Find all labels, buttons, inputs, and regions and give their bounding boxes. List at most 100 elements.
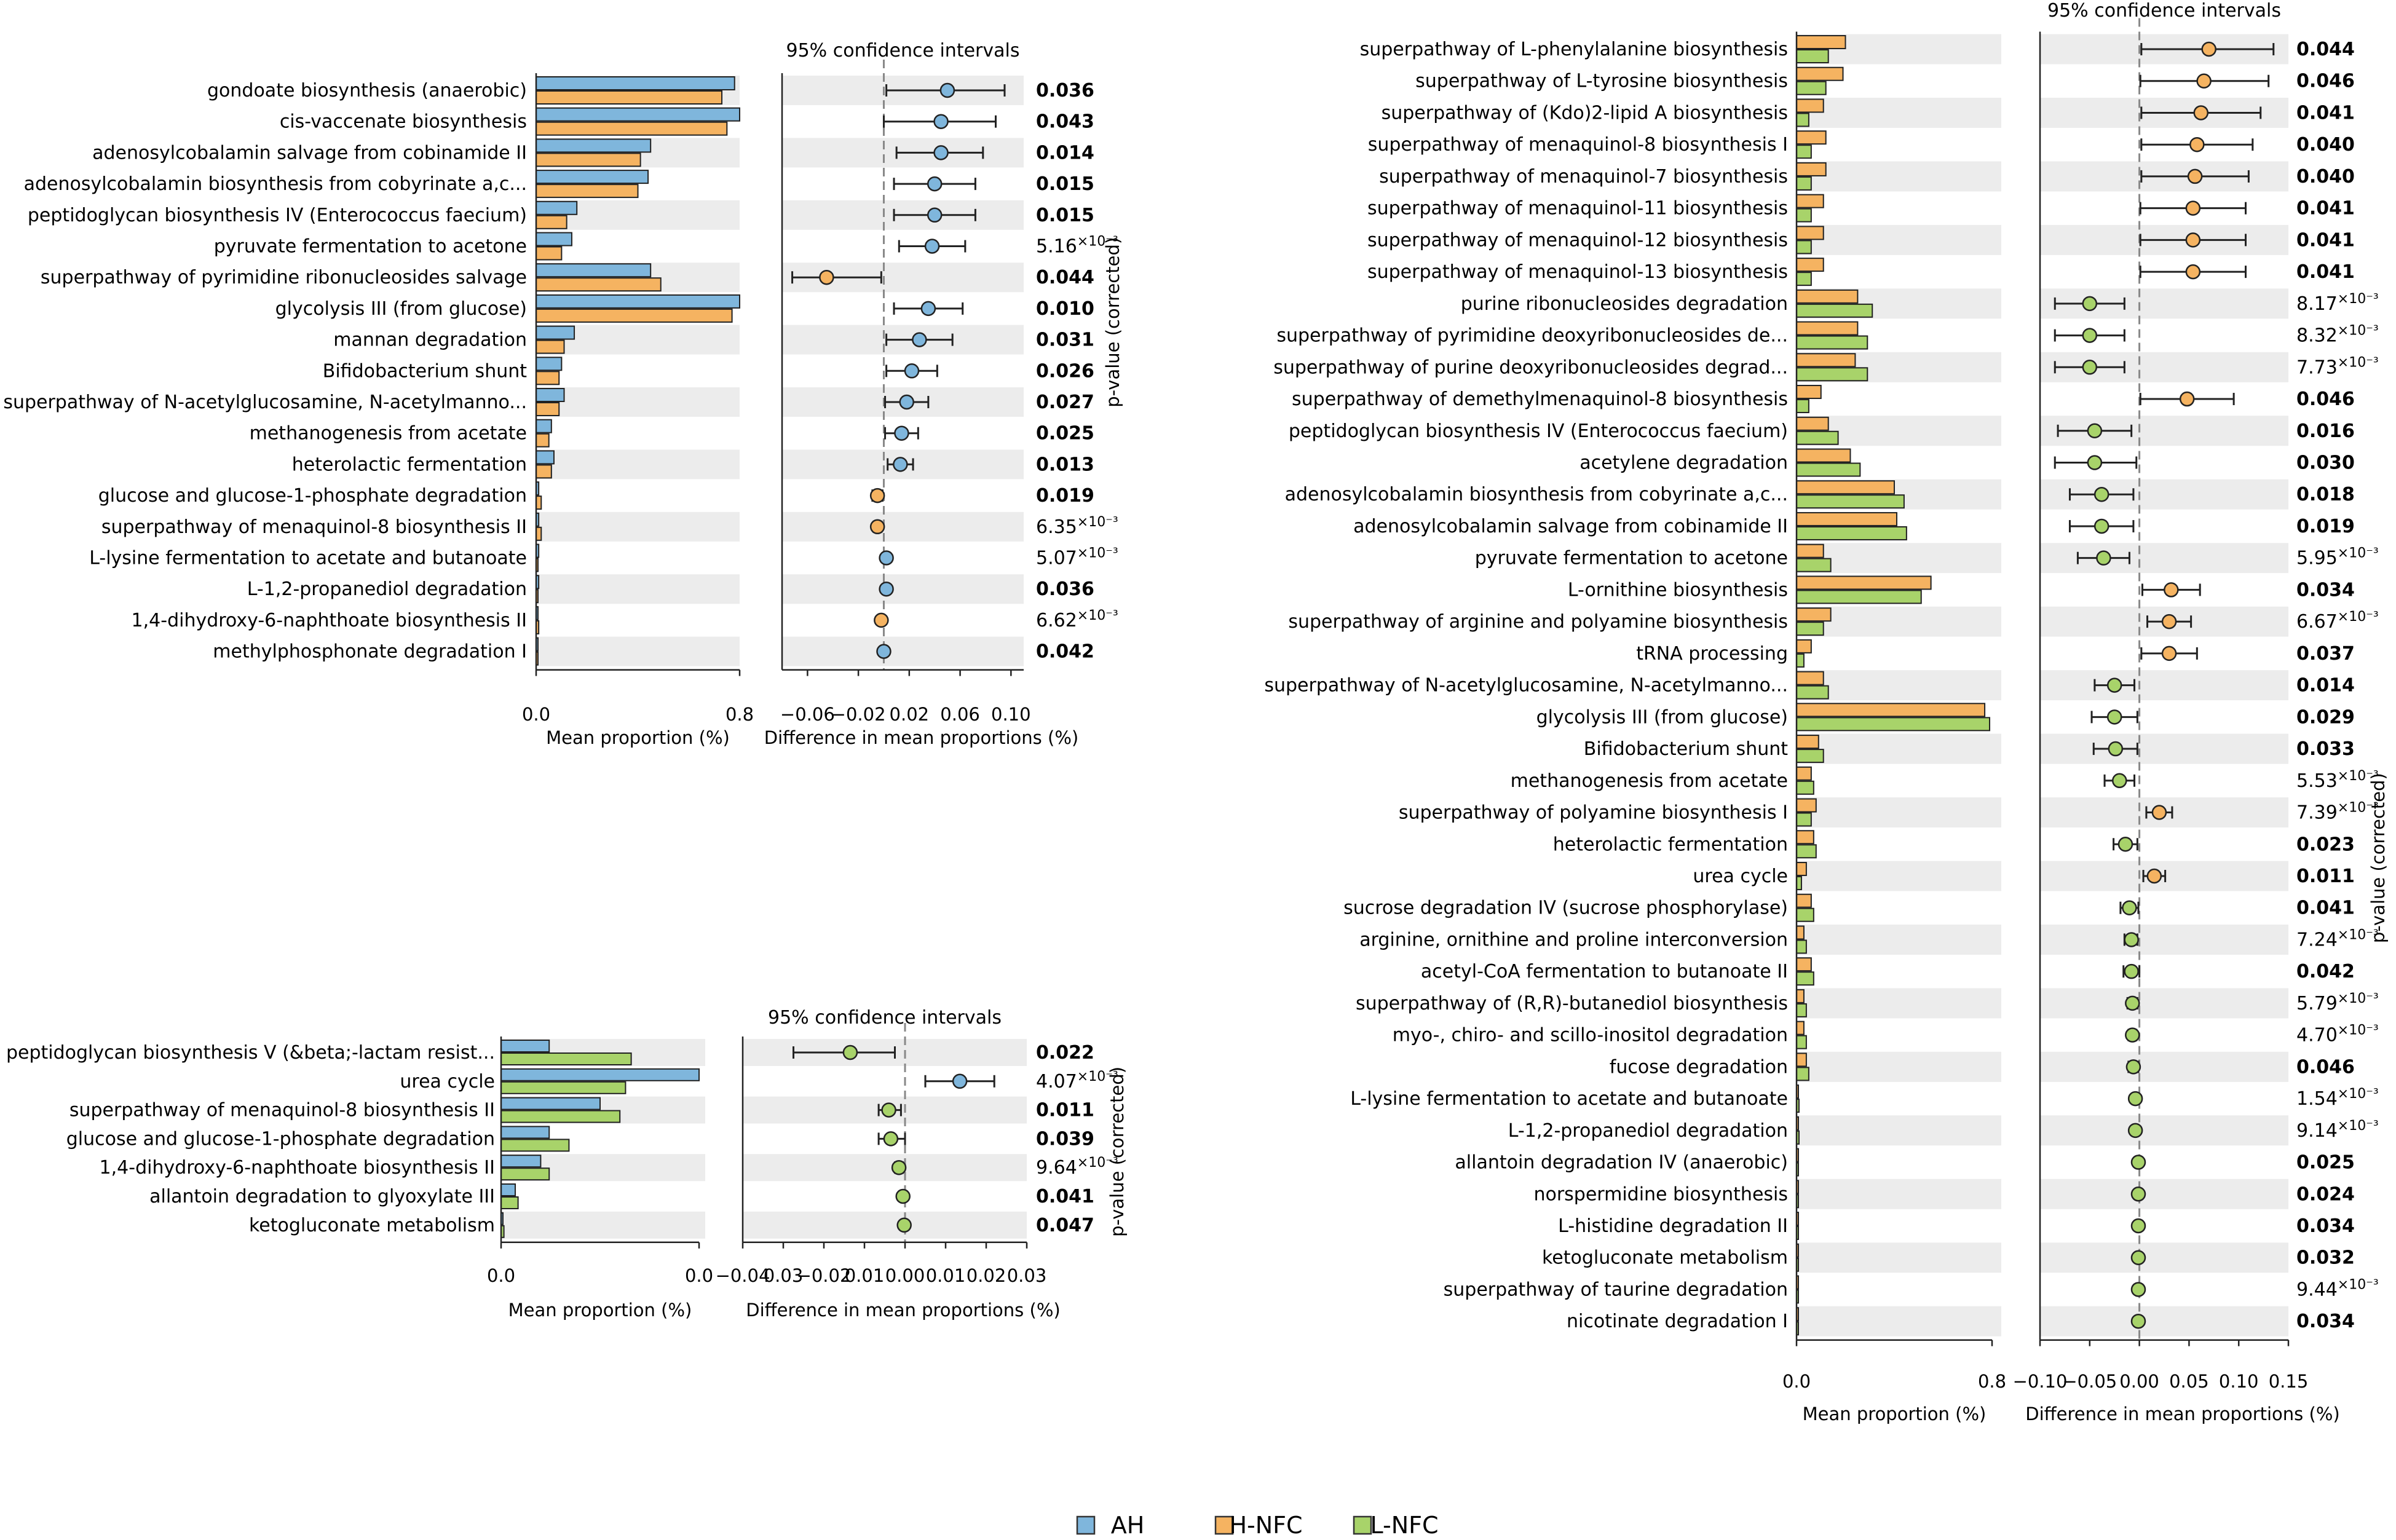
p-value: 0.034 <box>2296 1311 2355 1332</box>
bar-h-nfc <box>1796 35 1846 49</box>
p-value: 0.025 <box>2296 1152 2355 1174</box>
difference-point <box>2082 360 2098 375</box>
bar-h-nfc <box>1796 893 1812 908</box>
pathway-label: pyruvate fermentation to acetone <box>214 236 527 258</box>
p-value: 0.044 <box>1036 267 1094 288</box>
difference-point <box>876 644 892 659</box>
p-value: 6.67×10⁻³ <box>2296 609 2379 633</box>
pathway-label: superpathway of menaquinol-7 biosynthesi… <box>1379 166 1788 188</box>
difference-point <box>879 550 894 566</box>
row-shade-ci <box>2040 924 2288 955</box>
ci-axis-title: Difference in mean proportions (%) <box>2025 1404 2339 1424</box>
bar-l-nfc <box>1796 494 1905 509</box>
legend: AH H-NFC L-NFC <box>1076 1512 1439 1539</box>
ci-axis-tick-label: −0.04 <box>716 1265 770 1286</box>
bar-l-nfc <box>1796 971 1814 986</box>
pathway-label: L-histidine degradation II <box>1558 1215 1788 1237</box>
pathway-label: superpathway of menaquinol-8 biosynthesi… <box>1368 134 1788 156</box>
bar-l-nfc <box>1796 144 1812 159</box>
row-shade-ci <box>743 1154 1027 1182</box>
bar-ah <box>536 200 578 215</box>
bar-h-nfc <box>1796 321 1859 336</box>
row-shade-ci <box>782 574 1024 604</box>
p-value: 0.025 <box>1036 423 1094 444</box>
panel-top-left: 95% confidence intervals gondoate biosynt… <box>3 40 1123 748</box>
bar-ah <box>536 388 565 402</box>
pathway-label: peptidoglycan biosynthesis IV (Enterococ… <box>28 205 527 226</box>
p-value: 0.041 <box>2296 198 2355 219</box>
difference-point <box>2130 1313 2146 1329</box>
p-value: 0.047 <box>1036 1215 1094 1236</box>
p-value: 0.013 <box>1036 454 1094 475</box>
bar-axis-title: Mean proportion (%) <box>508 1300 692 1321</box>
difference-point <box>874 612 889 628</box>
bar-ah <box>536 450 555 465</box>
row-shade-bar <box>536 636 740 666</box>
bar-h-nfc <box>1796 703 1986 717</box>
pathway-label: superpathway of purine deoxyribonucleosi… <box>1273 357 1788 378</box>
bar-h-nfc <box>536 184 639 199</box>
bar-h-nfc <box>536 152 641 167</box>
row-shade-bar <box>1797 1306 2001 1337</box>
difference-point <box>2130 1250 2146 1265</box>
bar-l-nfc <box>1796 622 1824 636</box>
p-value: 0.046 <box>2296 389 2355 410</box>
p-value: 0.022 <box>1036 1042 1094 1064</box>
difference-point <box>2185 232 2201 248</box>
row-shade-bar <box>1797 97 2001 128</box>
bar-h-nfc <box>536 90 723 105</box>
difference-point <box>881 1102 896 1118</box>
bar-ah <box>500 1155 542 1168</box>
p-value: 6.35×10⁻³ <box>1036 515 1118 538</box>
row-shade-bar <box>1797 733 2001 764</box>
p-value: 0.014 <box>1036 142 1094 164</box>
p-value: 0.024 <box>2296 1183 2355 1205</box>
difference-point <box>2187 168 2203 184</box>
difference-point <box>2125 1027 2140 1043</box>
row-shade-bar <box>536 511 740 542</box>
p-value: 5.07×10⁻³ <box>1036 546 1118 569</box>
ci-title: 95% confidence intervals <box>786 40 1020 61</box>
pathway-label: mannan degradation <box>333 330 527 351</box>
pathway-label: adenosylcobalamin biosynthesis from coby… <box>1285 484 1788 505</box>
difference-point <box>842 1044 858 1060</box>
row-shade-bar <box>1797 988 2001 1019</box>
pathway-label: superpathway of demethylmenaquinol-8 bio… <box>1292 389 1788 410</box>
difference-point <box>2201 41 2216 57</box>
pathway-label: L-1,2-propanediol degradation <box>247 578 527 600</box>
p-value: 0.040 <box>2296 134 2355 156</box>
difference-point <box>2189 136 2205 152</box>
bar-ah <box>536 232 572 247</box>
p-value: 0.029 <box>2296 706 2355 728</box>
bar-ah <box>536 170 649 184</box>
bar-l-nfc <box>500 1167 550 1181</box>
bar-l-nfc <box>1796 81 1827 95</box>
pathway-label: superpathway of arginine and polyamine b… <box>1288 611 1788 633</box>
pathway-label: superpathway of menaquinol-8 biosynthesi… <box>69 1100 495 1121</box>
p-value: 7.39×10⁻³ <box>2296 800 2379 824</box>
bar-h-nfc <box>1796 66 1844 81</box>
ci-axis-tick-label: 0.10 <box>2219 1371 2259 1392</box>
pathway-label: peptidoglycan biosynthesis V (&beta;-lac… <box>6 1042 495 1064</box>
difference-point <box>2161 614 2177 630</box>
ci-axis-tick-label: 0.05 <box>2169 1371 2209 1392</box>
p-value: 6.62×10⁻³ <box>1036 608 1118 631</box>
bar-ah <box>500 1097 601 1110</box>
bar-h-nfc <box>1796 575 1932 590</box>
bar-l-nfc <box>1796 462 1861 477</box>
pathway-label: glycolysis III (from glucose) <box>275 298 527 320</box>
bar-ah <box>536 138 652 153</box>
difference-point <box>2179 391 2195 407</box>
ci-axis-tick-label: 0.03 <box>764 1265 804 1286</box>
difference-point <box>819 269 834 285</box>
row-shade-bar <box>1797 861 2001 891</box>
bar-ah <box>536 419 552 433</box>
difference-point <box>2130 1155 2146 1170</box>
difference-point <box>2193 105 2209 120</box>
pathway-label: pyruvate fermentation to acetone <box>1475 548 1788 569</box>
row-shade-bar <box>536 449 740 480</box>
difference-point <box>912 332 927 347</box>
difference-point <box>2117 837 2133 852</box>
p-value: 0.031 <box>1036 330 1094 351</box>
p-value: 0.041 <box>2296 898 2355 919</box>
